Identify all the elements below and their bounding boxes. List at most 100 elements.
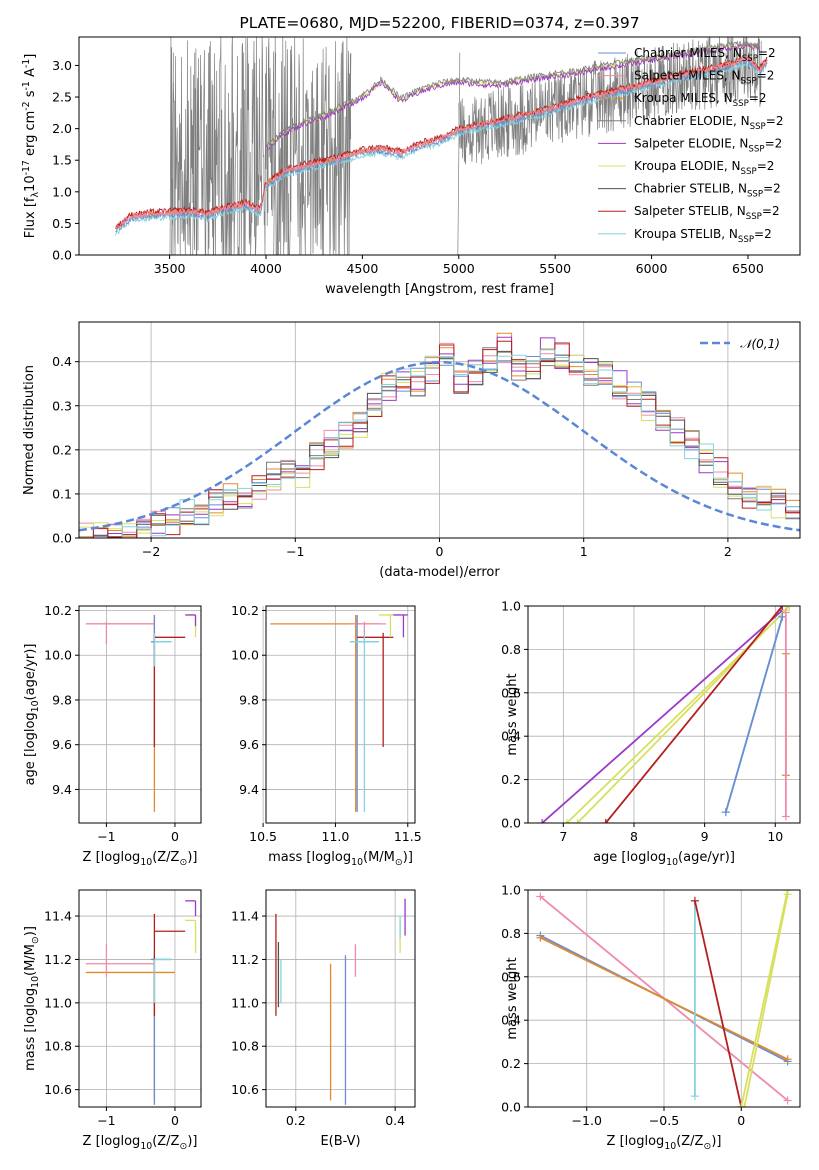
x-tick-label: 8	[630, 829, 638, 844]
text-span: 11.4	[44, 909, 72, 924]
plot-area	[538, 606, 794, 823]
x-axis-label: Z [loglog10(Z/Z⊙)]	[607, 1134, 722, 1152]
text-span: 10.0	[231, 648, 259, 663]
text-span: (age/yr)	[678, 850, 730, 865]
text-span: 9.4	[52, 782, 72, 797]
text-span: 9.6	[52, 737, 72, 752]
text-span: 11.5	[394, 829, 422, 844]
model-spectrum-elodie	[265, 40, 760, 148]
text-span: 5500	[539, 261, 571, 276]
legend-label: Kroupa ELODIE, NSSP=2	[634, 159, 774, 177]
x-tick-label: 2	[724, 544, 732, 559]
text-span: SSP	[733, 99, 749, 109]
mass-vs-ebv-panel: 0.2 0.4 10.6 10.8 11.0 11.2 11.4 E(B-V)	[231, 889, 416, 1149]
y-tick-label: 0.2	[52, 442, 72, 457]
y-tick-label: 9.8	[239, 692, 259, 707]
legend-label: Chabrier MILES, NSSP=2	[634, 46, 776, 64]
text-span: 6000	[636, 261, 668, 276]
text-span: Salpeter MILES, N	[634, 69, 741, 83]
text-span: 1	[580, 544, 588, 559]
text-span: 11.0	[231, 995, 259, 1010]
x-tick-label: 10.5	[249, 829, 277, 844]
x-tick-label: −0.5	[649, 1113, 679, 1128]
x-tick-label: 7	[559, 829, 567, 844]
text-span: 0.1	[52, 486, 72, 501]
text-span: 10	[140, 1141, 152, 1152]
y-tick-label: 9.8	[52, 692, 72, 707]
weight-line	[740, 890, 789, 1107]
legend-label: Chabrier STELIB, NSSP=2	[634, 182, 781, 200]
text-span: 9	[701, 829, 709, 844]
y-axis-label: mass weight	[505, 957, 520, 1039]
text-span: log	[23, 712, 38, 732]
text-span: 9.8	[239, 692, 259, 707]
text-span: mass [	[23, 1028, 38, 1071]
text-span: −1	[97, 1113, 115, 1128]
axes-frame	[78, 889, 202, 1108]
text-span: 10.2	[231, 603, 259, 618]
y-tick-label: 0.3	[52, 398, 72, 413]
text-span: 0.2	[286, 1113, 306, 1128]
weight-line	[576, 606, 791, 823]
text-span: =2	[766, 114, 784, 128]
text-span: )	[23, 931, 38, 936]
y-tick-label: 9.6	[239, 737, 259, 752]
text-span: 0.0	[501, 1100, 521, 1115]
observed-spectrum-spike	[348, 52, 352, 255]
legend-label: Salpeter ELODIE, NSSP=2	[634, 136, 782, 154]
text-span: age [	[23, 752, 38, 785]
text-span: Z [	[83, 1134, 101, 1149]
text-span: 9.4	[239, 782, 259, 797]
text-span: SSP	[738, 235, 754, 245]
y-tick-label: 11.0	[44, 995, 72, 1010]
x-tick-label: 4500	[346, 261, 378, 276]
text-span: Z [	[607, 1134, 625, 1149]
y-tick-label: 10.2	[44, 603, 72, 618]
text-span: 0.6	[501, 969, 521, 984]
text-span: )	[403, 850, 408, 865]
x-axis-label: mass [loglog10(M/M⊙)]	[268, 850, 413, 868]
chart-title: PLATE=0680, MJD=52200, FIBERID=0374, z=0…	[239, 14, 639, 32]
text-span: ⊙	[179, 1141, 187, 1152]
axes-frame	[78, 36, 801, 256]
plot-area	[79, 332, 800, 538]
x-axis-label: Z [loglog10(Z/Z⊙)]	[83, 850, 198, 868]
x-tick-label: 11.0	[322, 829, 350, 844]
text-span: s	[23, 90, 38, 101]
text-span: −1.0	[572, 1113, 602, 1128]
text-span: −1	[97, 829, 115, 844]
text-span: SSP	[741, 77, 757, 87]
text-span: 0.2	[501, 1056, 521, 1071]
text-span: 10	[664, 1141, 676, 1152]
y-tick-label: 1.0	[501, 883, 521, 898]
axes-frame	[527, 605, 801, 824]
histogram-step	[79, 340, 800, 538]
y-tick-label: 1.0	[501, 599, 521, 614]
text-span: 11.2	[231, 952, 259, 967]
text-span: (Z/Z	[152, 1134, 179, 1149]
y-axis-label: mass weight	[505, 673, 520, 755]
text-span: 4000	[250, 261, 282, 276]
text-span: Salpeter STELIB, N	[634, 204, 746, 218]
x-tick-label: 4000	[250, 261, 282, 276]
x-tick-label: −1	[286, 544, 304, 559]
text-span: log	[101, 1134, 121, 1149]
axes-frame	[78, 605, 202, 824]
x-tick-label: 11.5	[394, 829, 422, 844]
text-span: 1.0	[52, 184, 72, 199]
text-span: 0.3	[52, 398, 72, 413]
text-span: 1.0	[501, 883, 521, 898]
mass-vs-z-panel: −1 010.610.811.011.211.4Z [loglog10(Z/Z⊙)…	[23, 889, 202, 1152]
text-span: (M/M	[23, 944, 38, 976]
text-span: log	[120, 1134, 140, 1149]
text-span: 0.0	[52, 248, 72, 263]
y-tick-label: 10.8	[231, 1039, 259, 1054]
text-span: 11.2	[44, 952, 72, 967]
text-span: log	[625, 1134, 645, 1149]
y-axis-label: Flux [fλ10-17 erg cm-2 s-1 A-1]	[21, 54, 41, 239]
text-span: (data-model)/error	[379, 565, 500, 580]
y-tick-label: 0.8	[501, 642, 521, 657]
weight-line	[541, 609, 783, 823]
text-span: ]	[716, 1134, 721, 1149]
text-span: log	[311, 850, 331, 865]
